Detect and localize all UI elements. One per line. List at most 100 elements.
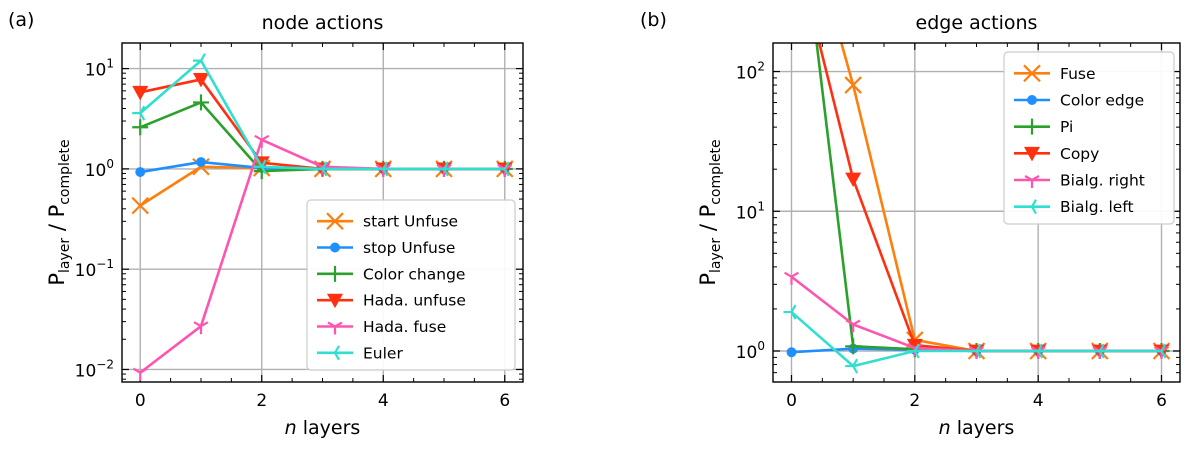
x-tick-label: 6 [499, 391, 510, 411]
x-axis-label: n layers [285, 417, 361, 439]
x-tick-label: 4 [378, 391, 389, 411]
legend-item: Euler [317, 344, 403, 362]
y-tick-label: 10−1 [75, 257, 114, 281]
legend-label: Hada. unfuse [363, 292, 466, 310]
legend-label: Pi [1060, 118, 1073, 136]
chart-panel-a: 0 2 4 6 10−2 10−1 100 101 node actions (a) n layer… [8, 9, 524, 439]
legend-box [306, 199, 516, 371]
panel-label: (b) [640, 9, 667, 31]
data-point [196, 157, 206, 168]
x-axis-label: n layers [939, 417, 1015, 439]
panel-label: (a) [8, 9, 34, 31]
data-point [844, 76, 862, 94]
x-tick-label: 2 [909, 391, 920, 411]
data-point [193, 321, 209, 335]
data-point [192, 73, 209, 88]
legend-item: Hada. fuse [317, 318, 446, 336]
legend-marker [1024, 175, 1040, 188]
data-point [906, 338, 923, 354]
legend-label: Euler [363, 344, 403, 362]
legend-item: Color change [317, 265, 465, 283]
x-tick-label: 6 [1156, 391, 1167, 411]
legend-item: Bialg. right [1014, 172, 1145, 190]
chart-title: edge actions [916, 12, 1038, 34]
data-point [845, 358, 859, 374]
data-point [192, 94, 209, 111]
data-point [968, 343, 982, 359]
legend-item: Fuse [1014, 64, 1096, 83]
data-point [132, 367, 148, 381]
x-tick-label: 2 [256, 391, 267, 411]
y-tick-label: 100 [85, 157, 114, 181]
legend-label: Color change [363, 265, 465, 283]
legend: start Unfuse stop Unfuse Color change Hada.… [306, 199, 516, 371]
legend-item: stop Unfuse [317, 239, 455, 257]
legend-label: stop Unfuse [363, 239, 455, 257]
legend: Fuse Color edge Pi Copy Bialg. right Bialg. l… [1003, 51, 1175, 225]
data-point [1153, 343, 1167, 359]
legend-marker [330, 242, 340, 253]
series-line-3 [139, 78, 505, 171]
y-tick-label: 102 [736, 60, 765, 84]
legend-marker [1024, 199, 1037, 215]
data-point [375, 161, 389, 177]
x-tick-label: 4 [1033, 391, 1044, 411]
legend-label: Bialg. right [1060, 172, 1145, 190]
legend-label: start Unfuse [363, 213, 458, 231]
chart-panel-b: 0 2 4 6 100 101 102 edge actions (b) n layers Play… [640, 9, 1181, 439]
data-point [436, 161, 449, 177]
data-point [135, 167, 146, 178]
y-tick-label: 100 [736, 339, 765, 363]
data-point [845, 319, 861, 333]
data-point [314, 161, 328, 177]
data-point [845, 172, 862, 188]
legend-item: Color edge [1014, 92, 1144, 110]
legend-marker [327, 265, 343, 282]
legend-item: start Unfuse [317, 212, 458, 231]
data-point [1091, 343, 1105, 359]
legend-marker [1027, 95, 1037, 105]
data-point [132, 119, 149, 136]
legend-marker [1024, 118, 1040, 135]
data-point [786, 347, 797, 358]
legend-item: Bialg. left [1014, 198, 1134, 216]
legend-item: Pi [1014, 118, 1073, 136]
data-point [132, 105, 146, 121]
legend-marker [327, 345, 340, 361]
chart-title: node actions [262, 12, 384, 34]
x-tick-label: 0 [135, 391, 146, 411]
legend-label: Fuse [1060, 65, 1096, 83]
data-point [783, 271, 800, 285]
series-layer [131, 53, 514, 381]
data-point [496, 161, 510, 177]
y-tick-label: 101 [85, 57, 114, 81]
legend-label: Bialg. left [1060, 198, 1134, 216]
y-axis-label: Player / Pcomplete [45, 139, 73, 285]
legend-marker [327, 293, 343, 309]
y-tick-label: 101 [736, 199, 765, 223]
legend-marker [327, 321, 343, 335]
legend-label: Copy [1060, 145, 1099, 163]
data-point [783, 304, 797, 320]
legend-marker [1023, 64, 1041, 83]
data-point [906, 343, 920, 359]
legend-marker [326, 212, 344, 230]
data-point [132, 85, 149, 101]
x-tick-label: 0 [786, 391, 797, 411]
legend-item: Hada. unfuse [317, 292, 466, 310]
legend-item: Copy [1014, 145, 1099, 163]
legend-label: Hada. fuse [363, 318, 446, 336]
axes-frame [121, 42, 524, 383]
y-tick-label: 10−2 [75, 357, 114, 381]
data-point [845, 338, 862, 355]
axes-frame [772, 42, 1181, 383]
data-point [131, 196, 150, 215]
data-point [1030, 343, 1044, 359]
legend-label: Color edge [1060, 92, 1144, 110]
data-point [192, 53, 206, 69]
series-layer [783, 43, 1171, 374]
legend-marker [1024, 146, 1040, 162]
series-line-5 [139, 59, 505, 171]
data-point [253, 159, 267, 175]
